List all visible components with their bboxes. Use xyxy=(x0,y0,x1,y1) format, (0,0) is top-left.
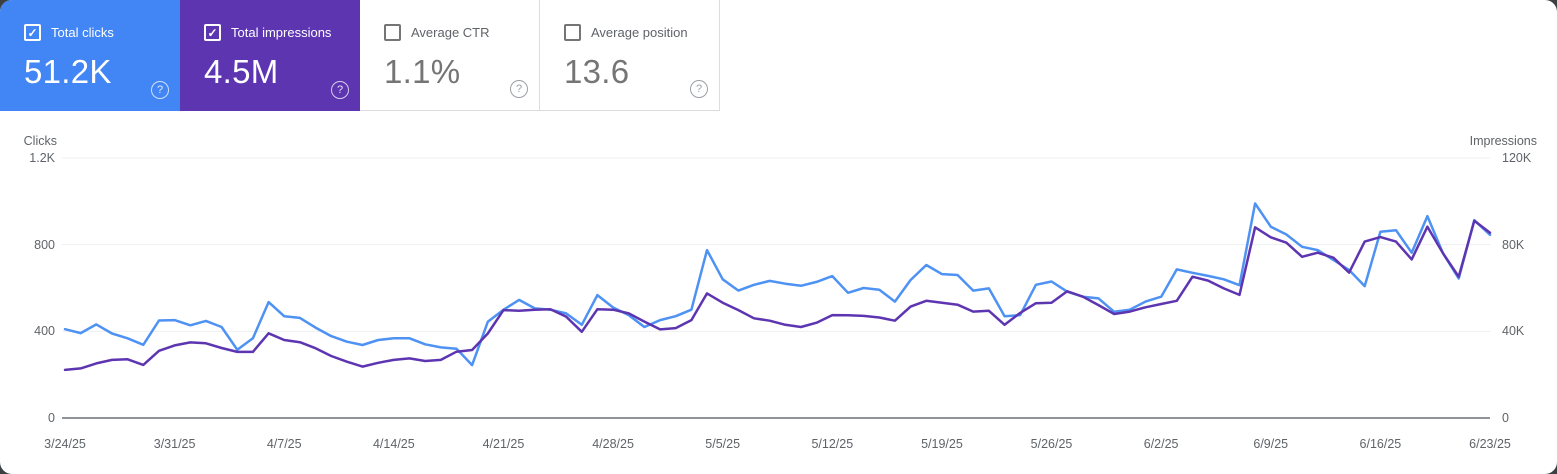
axis-tick: 4/14/25 xyxy=(372,437,415,451)
axis-tick: 40K xyxy=(1502,324,1525,339)
card-value: 1.1% xyxy=(384,53,461,90)
axis-tick: 5/19/25 xyxy=(921,437,963,451)
checkbox-total-clicks[interactable]: ✓ xyxy=(24,24,41,41)
checkbox-total-impressions[interactable]: ✓ xyxy=(204,24,221,41)
series-line-total-impressions xyxy=(63,219,1492,372)
card-average-position[interactable]: Average position 13.6 ? xyxy=(540,0,720,111)
axis-tick: 5/26/25 xyxy=(1030,437,1073,451)
axis-tick: 0 xyxy=(48,411,55,425)
card-label: Total impressions xyxy=(231,25,332,40)
card-value: 13.6 xyxy=(564,53,630,90)
help-icon[interactable]: ? xyxy=(510,80,528,98)
axis-tick: 4/21/25 xyxy=(482,437,525,451)
axis-tick: 6/2/25 xyxy=(1143,437,1179,451)
card-average-ctr[interactable]: Average CTR 1.1% ? xyxy=(360,0,540,111)
help-icon[interactable]: ? xyxy=(690,80,708,98)
axis-tick: 800 xyxy=(34,237,55,252)
axis-tick: 6/23/25 xyxy=(1469,437,1511,451)
card-label: Average CTR xyxy=(411,25,490,40)
checkbox-average-position[interactable] xyxy=(564,24,581,41)
card-value: 51.2K xyxy=(24,53,112,90)
checkbox-average-ctr[interactable] xyxy=(384,24,401,41)
card-total-clicks[interactable]: ✓ Total clicks 51.2K ? xyxy=(0,0,180,111)
axis-tick: 400 xyxy=(34,324,55,339)
axis-tick: 1.2K xyxy=(29,151,55,165)
right-axis-title: Impressions xyxy=(1469,134,1537,148)
axis-tick: 0 xyxy=(1502,411,1509,425)
axis-tick: 3/24/25 xyxy=(44,437,86,451)
card-label: Average position xyxy=(591,25,688,40)
axis-tick: 5/12/25 xyxy=(811,437,854,451)
axis-tick: 120K xyxy=(1502,151,1532,165)
axis-tick: 80K xyxy=(1502,237,1525,252)
axis-tick: 5/5/25 xyxy=(705,437,741,451)
axis-tick: 3/31/25 xyxy=(153,437,196,451)
card-value: 4.5M xyxy=(204,53,279,90)
axis-tick: 4/7/25 xyxy=(266,437,302,451)
axis-tick: 6/9/25 xyxy=(1253,437,1289,451)
help-icon[interactable]: ? xyxy=(331,81,349,99)
series-line-total-clicks xyxy=(63,202,1492,367)
metric-cards: ✓ Total clicks 51.2K ? ✓ Total impressio… xyxy=(0,0,720,111)
card-label: Total clicks xyxy=(51,25,114,40)
axis-tick: 4/28/25 xyxy=(592,437,634,451)
axis-tick: 6/16/25 xyxy=(1359,437,1402,451)
left-axis-title: Clicks xyxy=(23,134,57,148)
help-icon[interactable]: ? xyxy=(151,81,169,99)
card-total-impressions[interactable]: ✓ Total impressions 4.5M ? xyxy=(180,0,360,111)
